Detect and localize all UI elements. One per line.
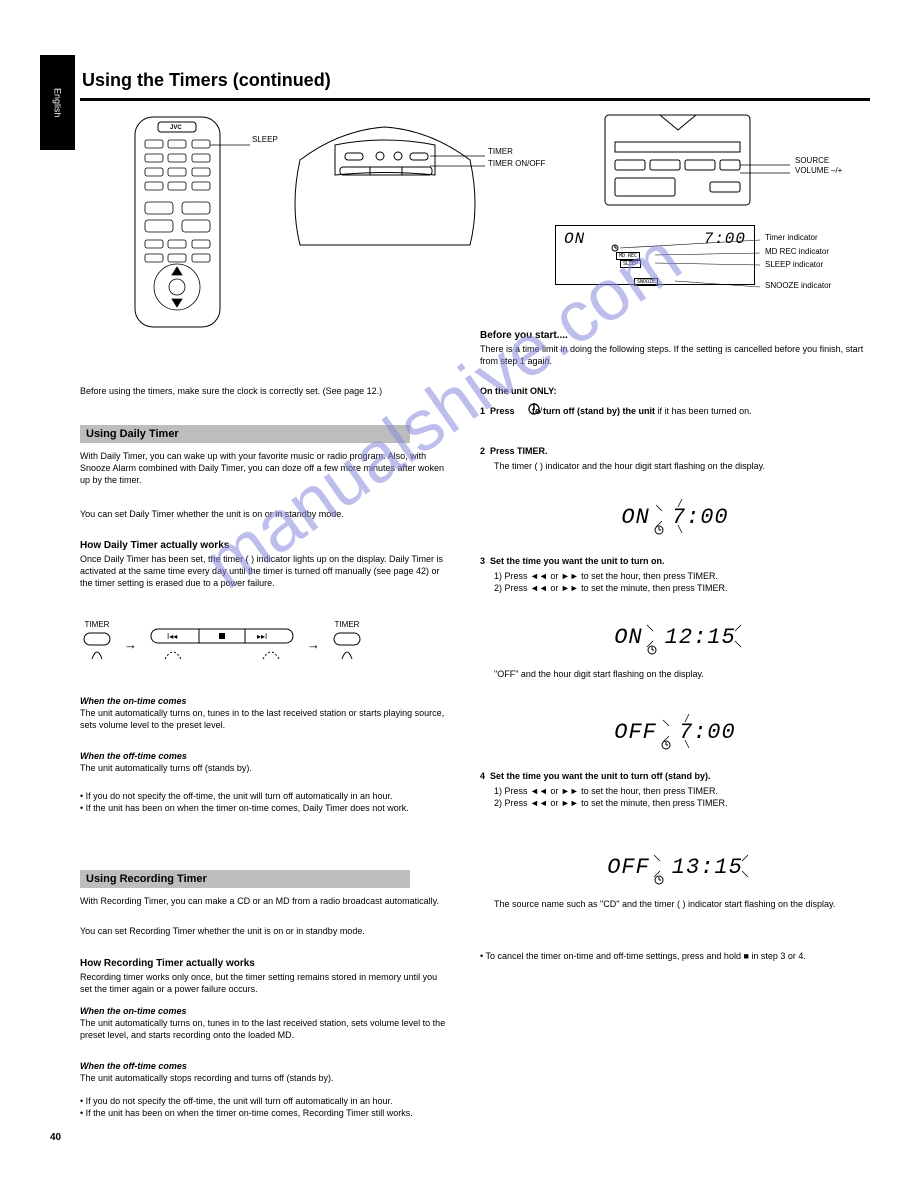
display-on-1215: ON 12:15 (480, 625, 870, 650)
before-start-body: There is a time limit in doing the follo… (480, 343, 870, 367)
unit-top-timer-onoff-callout: TIMER ON/OFF (488, 159, 545, 168)
how-daily-heading: How Daily Timer actually works (80, 540, 450, 551)
how-recording-body: Recording timer works only once, but the… (80, 971, 450, 995)
step4-1: 1) Press ◄◄ or ►► to set the hour, then … (494, 785, 870, 797)
daily-timer-p2: You can set Daily Timer whether the unit… (80, 508, 450, 520)
svg-text:JVC: JVC (170, 125, 182, 131)
step2-sub: The timer ( ) indicator and the hour dig… (494, 460, 870, 472)
when-off-time-heading: When the off-time comes (80, 751, 187, 761)
cancel-note: • To cancel the timer on-time and off-ti… (480, 950, 870, 962)
display-on-1215-left: ON (614, 625, 642, 650)
daily-timer-p1: With Daily Timer, you can wake up with y… (80, 450, 450, 486)
step4-text: Set the time you want the unit to turn o… (490, 771, 711, 781)
recording-timer-heading: Using Recording Timer (80, 870, 410, 888)
svg-text:▸▸I: ▸▸I (257, 632, 267, 641)
step4-sub: The source name such as "CD" and the tim… (494, 898, 870, 910)
step4-2: 2) Press ◄◄ or ►► to set the minute, the… (494, 797, 870, 809)
display-off-1315: OFF 13:15 (480, 855, 870, 880)
unit-top-illustration: TIMER TIMER ON/OFF (280, 115, 490, 255)
step3-sub: "OFF" and the hour digit start flashing … (494, 668, 870, 680)
before-timers-note: Before using the timers, make sure the c… (80, 385, 450, 397)
sidebar-language-label: English (40, 55, 75, 150)
lcd-snooze-callout: SNOOZE indicator (765, 281, 831, 290)
display-off-700: OFF 7:00 (480, 720, 870, 745)
player-source-callout: SOURCE (795, 156, 829, 165)
daily-notes: • If you do not specify the off-time, th… (80, 790, 450, 814)
recording-timer-p1: With Recording Timer, you can make a CD … (80, 895, 450, 907)
section-rule (80, 98, 870, 101)
how-recording-heading: How Recording Timer actually works (80, 958, 450, 969)
rec-on-time-heading: When the on-time comes (80, 1006, 187, 1016)
player-front-illustration: SOURCE VOLUME –/+ (600, 110, 760, 210)
when-on-time-heading: When the on-time comes (80, 696, 187, 706)
lcd-timer-indicator-callout: Timer indicator (765, 233, 818, 242)
step3-2: 2) Press ◄◄ or ►► to set the minute, the… (494, 582, 870, 594)
player-volume-callout: VOLUME –/+ (795, 166, 842, 175)
rec-on-time-body: The unit automatically turns on, tunes i… (80, 1018, 445, 1040)
when-on-time-body: The unit automatically turns on, tunes i… (80, 708, 444, 730)
display-on-700-left: ON (621, 505, 649, 530)
power-icon: /I (528, 402, 542, 416)
recording-notes: • If you do not specify the off-time, th… (80, 1095, 450, 1119)
section-title: Using the Timers (continued) (82, 70, 331, 91)
left-column: Before using the timers, make sure the c… (80, 385, 450, 397)
unit-top-timer-callout: TIMER (488, 147, 513, 156)
page-number: 40 (50, 1132, 61, 1143)
step2-text: Press TIMER. (490, 446, 548, 456)
button-sequence-diagram: TIMER → I◂◂ ▸▸I → TIMER (80, 620, 450, 668)
display-off-700-left: OFF (614, 720, 657, 745)
lcd-detail-illustration: ON 7:00 MD REC SLEEP SNOOZE Timer indica… (555, 225, 795, 310)
diagram-btn-timer-2: TIMER (330, 620, 364, 629)
rec-off-time-body: The unit automatically stops recording a… (80, 1073, 333, 1083)
before-start-heading: Before you start.... (480, 330, 870, 341)
rec-off-time-heading: When the off-time comes (80, 1061, 187, 1071)
svg-text:I◂◂: I◂◂ (167, 632, 177, 641)
display-off-1315-left: OFF (607, 855, 650, 880)
recording-timer-p2: You can set Recording Timer whether the … (80, 925, 450, 937)
remote-illustration: JVC SLEEP (110, 112, 250, 332)
display-on-700: ON 7:00 (480, 505, 870, 530)
diagram-btn-timer-1: TIMER (80, 620, 114, 629)
how-daily-body: Once Daily Timer has been set, the timer… (80, 553, 450, 589)
step3-text: Set the time you want the unit to turn o… (490, 556, 665, 566)
remote-sleep-callout: SLEEP (252, 135, 278, 144)
when-off-time-body: The unit automatically turns off (stands… (80, 763, 252, 773)
lcd-sleep-callout: SLEEP indicator (765, 260, 823, 269)
step3-1: 1) Press ◄◄ or ►► to set the hour, then … (494, 570, 870, 582)
unit-only-label: On the unit ONLY: (480, 386, 557, 396)
svg-text:/I: /I (540, 405, 542, 415)
lcd-mdrec-callout: MD REC indicator (765, 247, 829, 256)
daily-timer-heading: Using Daily Timer (80, 425, 410, 443)
